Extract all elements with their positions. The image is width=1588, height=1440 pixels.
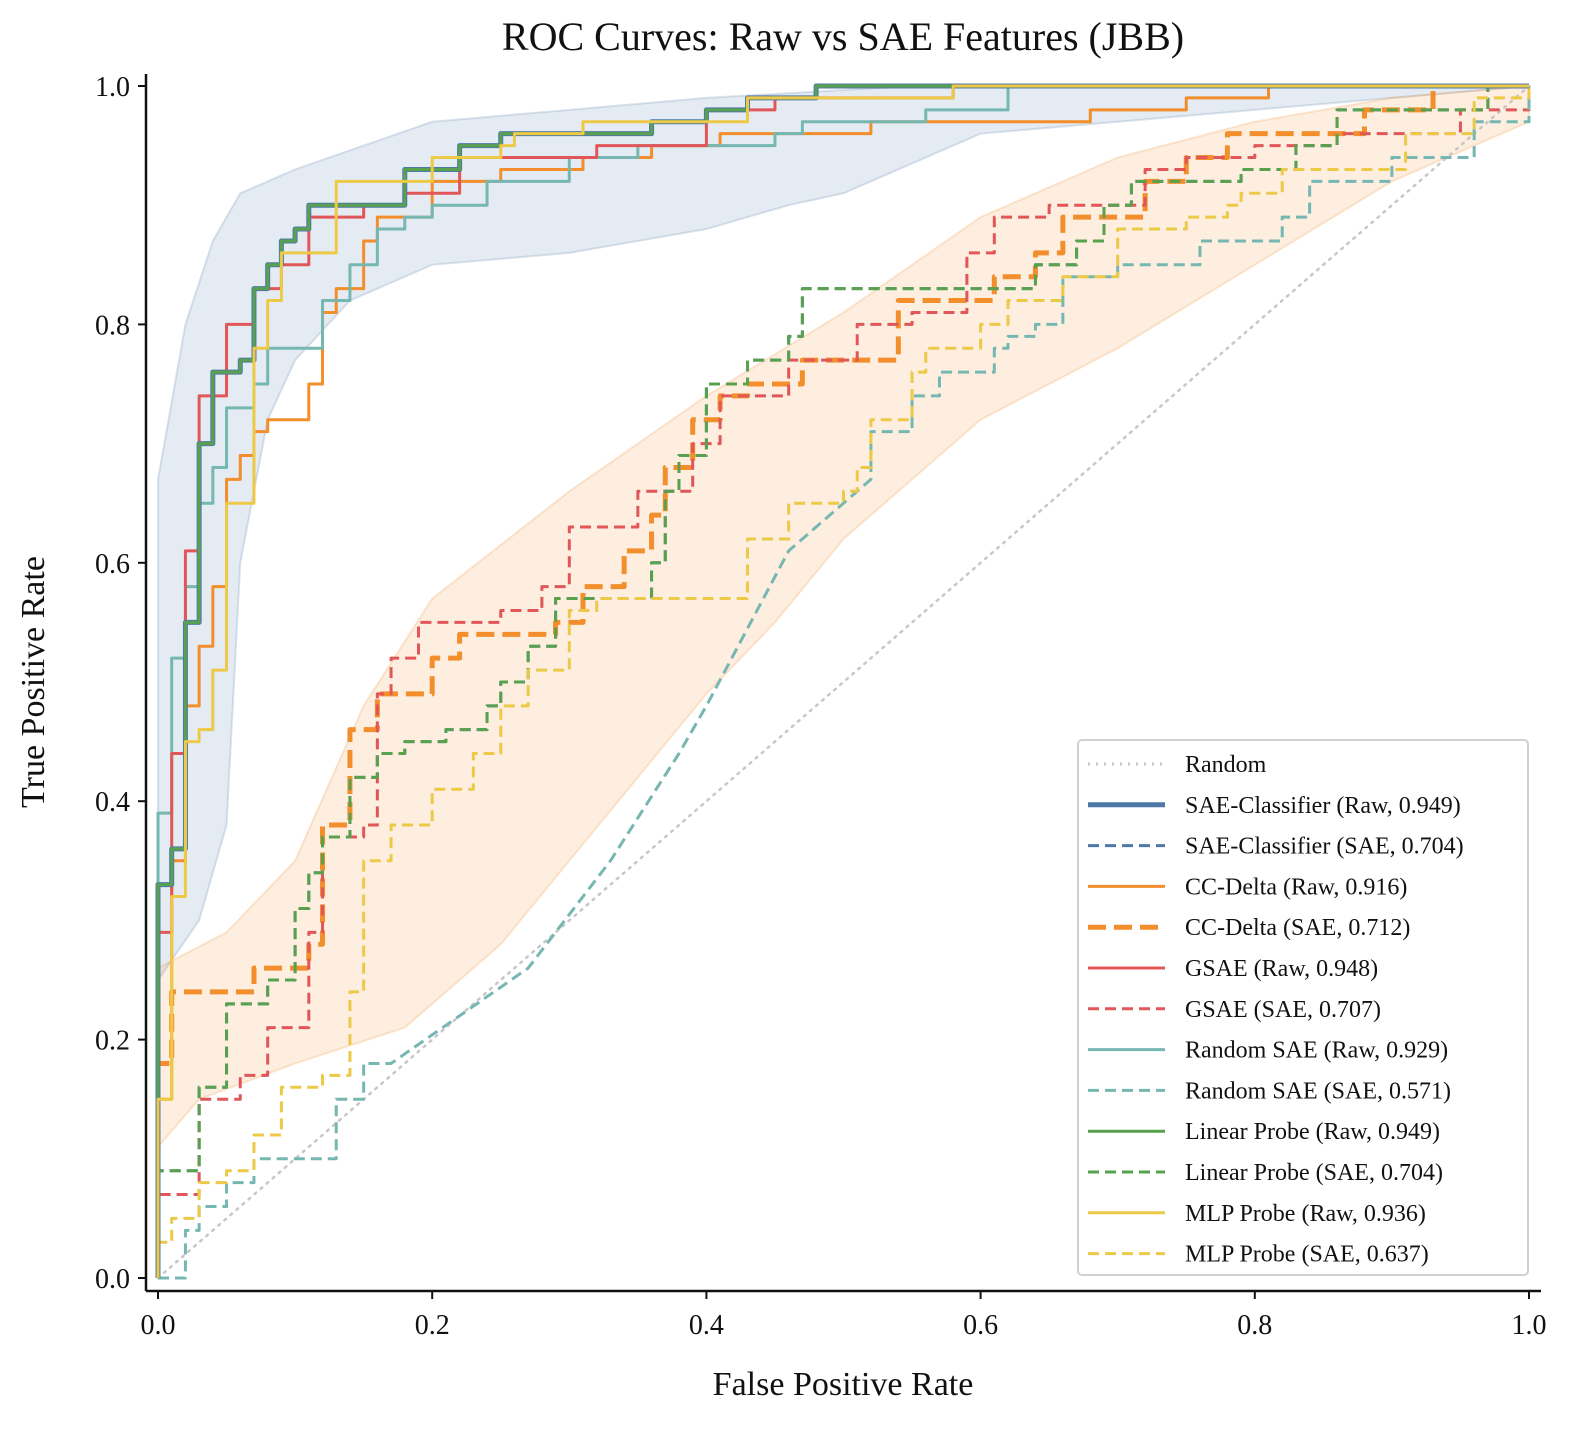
legend-label: CC-Delta (SAE, 0.712) [1185,915,1410,941]
confidence-band-0 [157,85,1530,984]
series-line-0 [156,84,1531,1280]
legend-label: CC-Delta (Raw, 0.916) [1185,874,1407,900]
x-tick-label: 1.0 [1512,1310,1547,1341]
legend-label: GSAE (Raw, 0.948) [1185,956,1378,982]
legend-label: Linear Probe (Raw, 0.949) [1185,1119,1440,1145]
legend-label: Random [1185,752,1267,778]
x-tick-label: 0.0 [141,1310,176,1341]
series-line-12 [156,84,1529,1278]
x-tick-label: 0.4 [689,1310,724,1341]
y-tick-label: 0.8 [95,310,130,341]
x-tick-label: 0.6 [963,1310,998,1341]
legend-label: MLP Probe (SAE, 0.637) [1185,1242,1429,1268]
legend-label: Random SAE (Raw, 0.929) [1185,1038,1448,1064]
legend: Random SAE-Classifier (Raw, 0.949) SAE-Cla… [1077,739,1529,1276]
series-line-5 [156,84,1529,1278]
legend-label: MLP Probe (Raw, 0.936) [1185,1201,1426,1227]
legend-label: Random SAE (SAE, 0.571) [1185,1078,1451,1104]
x-axis-label: False Positive Rate [713,1366,974,1403]
x-tick-label: 0.8 [1237,1310,1272,1341]
y-tick-label: 0.6 [95,549,130,580]
chart-title: ROC Curves: Raw vs SAE Features (JBB) [502,14,1184,59]
y-tick-label: 0.4 [95,787,130,818]
y-tick-label: 0.0 [95,1264,130,1295]
y-ticks: 0.0 0.2 0.4 0.6 0.8 1.0 [95,72,146,1295]
series-line-6 [156,86,1531,1278]
legend-label: GSAE (SAE, 0.707) [1185,997,1381,1023]
series-line-7 [156,84,1529,1278]
x-ticks: 0.0 0.2 0.4 0.6 0.8 1.0 [141,1291,1547,1341]
x-tick-label: 0.2 [415,1310,450,1341]
confidence-bands [157,84,1530,1150]
series-lines [155,83,1531,1280]
y-tick-label: 0.2 [95,1026,130,1057]
legend-label: SAE-Classifier (Raw, 0.949) [1185,793,1461,819]
legend-label: SAE-Classifier (SAE, 0.704) [1185,834,1464,860]
confidence-band-1 [157,84,1530,1150]
legend-label: Linear Probe (SAE, 0.704) [1185,1160,1443,1186]
y-tick-label: 1.0 [95,72,130,103]
y-axis-label: True Positive Rate [15,556,52,808]
legend-box [1077,739,1529,1276]
